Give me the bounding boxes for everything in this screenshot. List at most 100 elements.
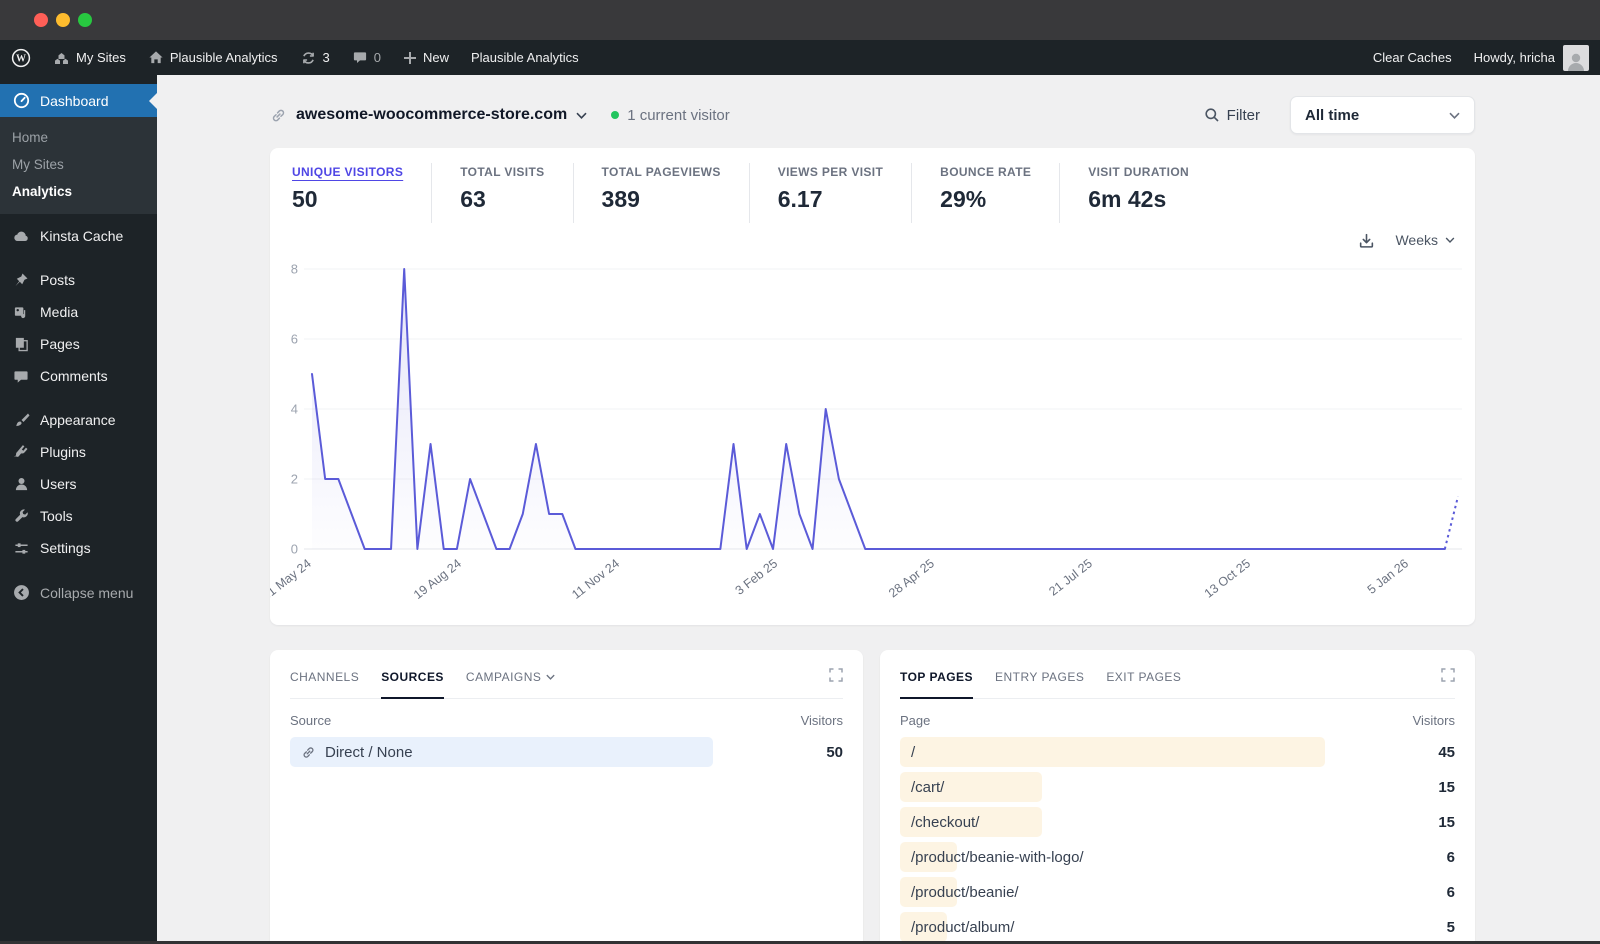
comments-icon	[12, 369, 30, 384]
page-row[interactable]: /product/beanie/ 6	[900, 877, 1455, 907]
page-path: /cart/	[911, 778, 945, 796]
svg-text:4: 4	[291, 402, 298, 417]
column-header-visitors: Visitors	[800, 713, 843, 728]
wp-logo-menu[interactable]: W	[0, 40, 42, 75]
stat-unique-visitors[interactable]: UNIQUE VISITORS 50	[292, 163, 433, 223]
tab-channels[interactable]: CHANNELS	[290, 670, 360, 684]
plus-icon	[403, 51, 417, 65]
download-icon[interactable]	[1358, 232, 1375, 249]
page-row[interactable]: / 45	[900, 737, 1455, 767]
svg-text:31 May 24: 31 May 24	[270, 556, 314, 603]
new-content-menu[interactable]: New	[392, 40, 460, 75]
new-label: New	[422, 50, 449, 65]
interval-select[interactable]: Weeks	[1395, 232, 1455, 248]
stat-total-pageviews[interactable]: TOTAL PAGEVIEWS 389	[602, 163, 750, 223]
page-path: /	[911, 743, 916, 761]
current-page-title[interactable]: Plausible Analytics	[471, 50, 579, 65]
source-bar	[290, 737, 713, 767]
sidebar-item-analytics[interactable]: Analytics	[12, 184, 73, 199]
page-visitors: 6	[1446, 848, 1455, 866]
page-row[interactable]: /checkout/ 15	[900, 807, 1455, 837]
sidebar-item-home[interactable]: Home	[12, 130, 49, 145]
page-row[interactable]: /cart/ 15	[900, 772, 1455, 802]
sidebar-item-pages[interactable]: Pages	[0, 328, 157, 360]
site-selector[interactable]: awesome-woocommerce-store.com	[270, 106, 587, 124]
sidebar-collapse-menu[interactable]: Collapse menu	[0, 576, 157, 609]
chevron-down-icon	[576, 112, 587, 119]
updates-count: 3	[322, 50, 330, 65]
sidebar-item-posts[interactable]: Posts	[0, 264, 157, 296]
page-path: /product/album/	[911, 918, 1015, 936]
sidebar-item-settings[interactable]: Settings	[0, 532, 157, 564]
page-row[interactable]: /product/beanie-with-logo/ 6	[900, 842, 1455, 872]
sidebar-item-kinsta-cache[interactable]: Kinsta Cache	[0, 220, 157, 252]
interval-value: Weeks	[1395, 232, 1438, 248]
date-range-select[interactable]: All time	[1290, 96, 1475, 134]
page-bar	[900, 737, 1325, 767]
account-menu[interactable]: Howdy, hricha	[1463, 40, 1600, 75]
page-visitors: 15	[1438, 778, 1455, 796]
link-icon	[270, 107, 287, 124]
my-sites-menu[interactable]: My Sites	[42, 40, 137, 75]
site-menu[interactable]: Plausible Analytics	[137, 40, 289, 75]
visitors-chart[interactable]: 0 2 4 6 8 31 May 24 19 Aug 24 11 Nov 24 3 Feb 25…	[270, 255, 1475, 637]
page-bar	[900, 807, 1042, 837]
comments-count: 0	[373, 50, 381, 65]
sidebar-item-media[interactable]: Media	[0, 296, 157, 328]
svg-text:13 Oct 25: 13 Oct 25	[1202, 556, 1253, 600]
page-row[interactable]: /product/album/ 5	[900, 912, 1455, 942]
user-icon	[12, 476, 30, 492]
sidebar-item-users[interactable]: Users	[0, 468, 157, 500]
live-dot-icon	[611, 111, 620, 119]
svg-text:28 Apr 25: 28 Apr 25	[886, 556, 937, 600]
source-visitors: 50	[826, 743, 843, 761]
clear-caches-button[interactable]: Clear Caches	[1372, 50, 1452, 65]
tab-campaigns[interactable]: CAMPAIGNS	[466, 666, 556, 697]
comments-menu[interactable]: 0	[341, 40, 392, 75]
sidebar-item-comments[interactable]: Comments	[0, 360, 157, 392]
network-icon	[53, 50, 70, 66]
sidebar-item-my-sites[interactable]: My Sites	[12, 157, 64, 172]
expand-icon[interactable]	[829, 668, 843, 687]
plausible-dashboard: awesome-woocommerce-store.com 1 current …	[157, 75, 1600, 944]
current-visitors[interactable]: 1 current visitor	[611, 107, 730, 124]
close-window-button[interactable]	[34, 13, 48, 27]
svg-text:3 Feb 25: 3 Feb 25	[733, 556, 781, 597]
stat-total-visits[interactable]: TOTAL VISITS 63	[460, 163, 574, 223]
page-bar	[900, 877, 957, 907]
tab-sources[interactable]: SOURCES	[381, 666, 444, 699]
minimize-window-button[interactable]	[56, 13, 70, 27]
expand-icon[interactable]	[1441, 668, 1455, 687]
source-row[interactable]: Direct / None 50	[290, 737, 843, 767]
tab-exit-pages[interactable]: EXIT PAGES	[1106, 670, 1182, 684]
svg-text:8: 8	[291, 262, 298, 277]
svg-text:5 Jan 26: 5 Jan 26	[1365, 556, 1411, 597]
stat-views-per-visit[interactable]: VIEWS PER VISIT 6.17	[778, 163, 913, 223]
pushpin-icon	[12, 272, 30, 288]
page-bar	[900, 772, 1042, 802]
sidebar-item-appearance[interactable]: Appearance	[0, 404, 157, 436]
filter-button[interactable]: Filter	[1204, 107, 1260, 124]
maximize-window-button[interactable]	[78, 13, 92, 27]
svg-text:W: W	[16, 53, 26, 64]
chevron-down-icon	[1449, 112, 1460, 119]
pages-icon	[12, 336, 30, 352]
visitors-card: UNIQUE VISITORS 50 TOTAL VISITS 63 TOTAL…	[270, 148, 1475, 625]
stat-bounce-rate[interactable]: BOUNCE RATE 29%	[940, 163, 1061, 223]
sidebar-item-dashboard[interactable]: Dashboard	[0, 84, 157, 117]
current-menu-arrow	[149, 92, 157, 109]
sidebar-item-plugins[interactable]: Plugins	[0, 436, 157, 468]
brush-icon	[12, 412, 30, 428]
search-icon	[1204, 107, 1220, 123]
stat-visit-duration[interactable]: VISIT DURATION 6m 42s	[1088, 165, 1190, 212]
updates-menu[interactable]: 3	[289, 40, 341, 75]
sidebar-item-tools[interactable]: Tools	[0, 500, 157, 532]
column-header-page: Page	[900, 713, 931, 728]
tab-entry-pages[interactable]: ENTRY PAGES	[995, 670, 1085, 684]
svg-text:6: 6	[291, 332, 298, 347]
tab-top-pages[interactable]: TOP PAGES	[900, 666, 974, 699]
media-icon	[12, 305, 30, 320]
chevron-down-icon	[1445, 237, 1455, 243]
svg-text:0: 0	[291, 542, 298, 557]
home-icon	[148, 50, 164, 65]
